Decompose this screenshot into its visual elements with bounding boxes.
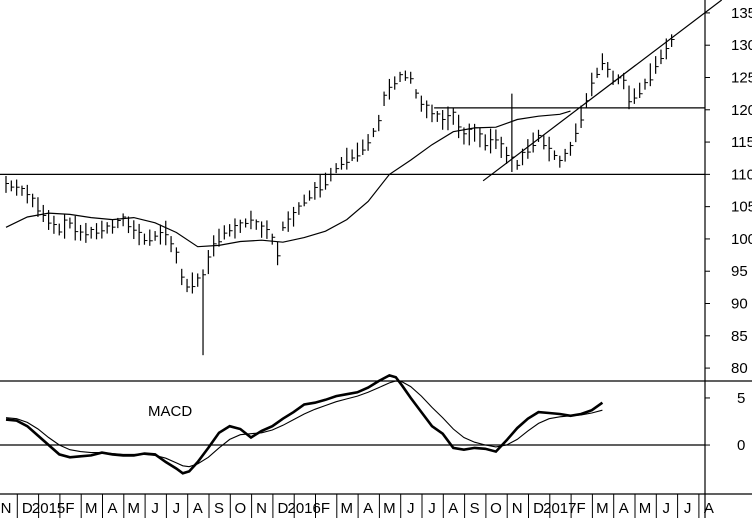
month-label: D [277, 500, 288, 517]
price-tick-label: 125 [731, 69, 752, 86]
month-label: N [256, 500, 267, 517]
price-tick-label: 100 [731, 231, 752, 248]
price-tick-label: 115 [731, 134, 752, 151]
month-label: J [151, 500, 159, 517]
month-label: A [193, 500, 203, 517]
month-label: N [1, 500, 12, 517]
month-label: S [470, 500, 480, 517]
price-tick-label: 110 [731, 166, 752, 183]
price-tick-label: 135 [731, 5, 752, 22]
month-label: 2017 [543, 500, 576, 517]
month-label: O [234, 500, 246, 517]
macd-annotation: MACD [148, 403, 192, 420]
month-label: M [639, 500, 652, 517]
macd-tick-label: 0 [737, 437, 745, 454]
month-label: J [173, 500, 181, 517]
price-tick-label: 85 [731, 328, 748, 345]
month-label: F [577, 500, 586, 517]
month-label: F [321, 500, 330, 517]
price-tick-label: 90 [731, 296, 748, 313]
month-label: M [341, 500, 354, 517]
month-label: N [512, 500, 523, 517]
macd-line [5, 374, 604, 475]
month-label: J [663, 500, 671, 517]
month-label: S [214, 500, 224, 517]
price-tick-label: 130 [731, 37, 752, 54]
month-label: J [684, 500, 692, 517]
month-label: A [363, 500, 373, 517]
month-label: F [65, 500, 74, 517]
price-tick-label: 95 [731, 263, 748, 280]
month-label: J [407, 500, 415, 517]
month-label: M [383, 500, 396, 517]
month-label: M [128, 500, 141, 517]
macd-panel: 50 [0, 374, 745, 475]
month-label: A [448, 500, 458, 517]
month-label: 2016 [288, 500, 321, 517]
moving-average-line [5, 110, 571, 248]
month-label: A [107, 500, 117, 517]
month-label: M [596, 500, 609, 517]
price-tick-label: 80 [731, 360, 748, 377]
price-tick-label: 105 [731, 199, 752, 216]
month-label: D [533, 500, 544, 517]
month-label: J [428, 500, 436, 517]
month-label: 2015 [32, 500, 65, 517]
month-label: A [704, 500, 714, 517]
macd-tick-label: 5 [737, 390, 745, 407]
month-axis: N D 2015 F M A M J J A S O N D 2016 F M A M J J A S O N D 2017 F M A M… [1, 494, 714, 518]
month-label: O [490, 500, 502, 517]
month-label: A [619, 500, 629, 517]
signal-line [5, 380, 603, 468]
month-label: D [22, 500, 33, 517]
month-label: M [85, 500, 98, 517]
price-panel: 135 130 125 120 115 110 105 100 95 90 85 80 [0, 0, 752, 377]
price-tick-label: 120 [731, 102, 752, 119]
